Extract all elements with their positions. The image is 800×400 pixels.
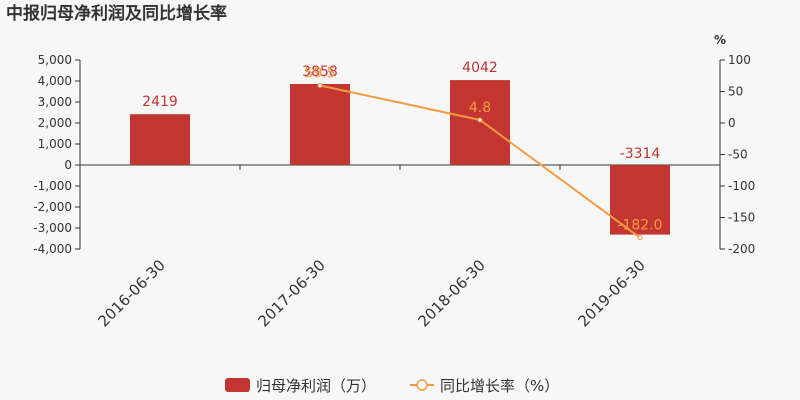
- data-labels: 2419 3858 4042 -3314 59.5 4.8 -182.0: [142, 60, 662, 234]
- right-axis-tick-label: 50: [728, 85, 743, 99]
- right-axis-unit: %: [714, 33, 726, 47]
- chart-title: 中报归母净利润及同比增长率: [6, 3, 227, 24]
- bar: [290, 83, 350, 165]
- bar-value-label: 3858: [302, 64, 338, 80]
- growth-point: [637, 235, 643, 241]
- bar: [450, 80, 510, 165]
- left-axis-tick-label: 3,000: [38, 95, 72, 109]
- left-axis-tick-label: 1,000: [38, 137, 72, 151]
- bar-value-label: 2419: [142, 94, 178, 110]
- growth-point: [317, 83, 323, 89]
- growth-point: [477, 117, 483, 123]
- right-axis-tick-label: 100: [728, 53, 751, 67]
- legend-bar-label: 归母净利润（万）: [256, 377, 376, 395]
- growth-value-label: 4.8: [469, 100, 491, 116]
- right-axis-tick-label: -200: [728, 242, 755, 256]
- category-axis-label: 2018-06-30: [414, 256, 488, 330]
- category-axis-label: 2017-06-30: [254, 256, 328, 330]
- bar: [130, 114, 190, 165]
- left-axis-tick-label: -1,000: [33, 179, 72, 193]
- left-axis-tick-label: 0: [64, 158, 72, 172]
- legend-bar-swatch: [225, 378, 250, 392]
- legend[interactable]: 归母净利润（万） 同比增长率（%）: [225, 377, 559, 395]
- right-axis-tick-label: -100: [728, 179, 755, 193]
- growth-value-label: -182.0: [617, 218, 662, 234]
- right-axis-tick-label: -50: [728, 148, 748, 162]
- legend-line-label: 同比增长率（%）: [440, 377, 559, 395]
- category-axis-label: 2019-06-30: [574, 256, 648, 330]
- growth-value-label: 59.5: [304, 66, 335, 82]
- left-axis-tick-label: 4,000: [38, 74, 72, 88]
- left-axis-tick-label: -4,000: [33, 242, 72, 256]
- left-axis-tick-label: -2,000: [33, 200, 72, 214]
- left-axis-tick-label: 5,000: [38, 53, 72, 67]
- left-axis-tick-label: 2,000: [38, 116, 72, 130]
- line-series: [317, 83, 643, 241]
- category-axis-label: 2016-06-30: [94, 256, 168, 330]
- legend-line-marker: [416, 379, 428, 391]
- bar-value-label: 4042: [462, 60, 498, 76]
- right-axis-tick-label: -150: [728, 211, 755, 225]
- bar-value-label: -3314: [620, 146, 661, 162]
- left-axis-tick-label: -3,000: [33, 221, 72, 235]
- right-axis-tick-label: 0: [728, 116, 736, 130]
